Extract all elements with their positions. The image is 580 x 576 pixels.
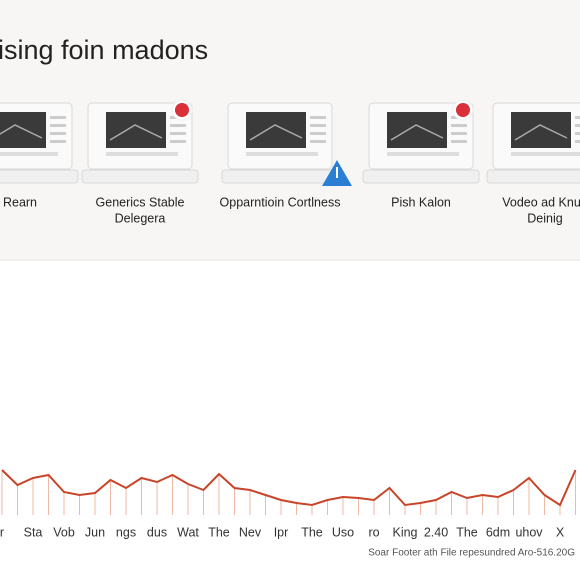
card-bar <box>106 152 178 156</box>
card-line <box>310 124 326 127</box>
card-line <box>310 132 326 135</box>
card-label: Generics Stable <box>96 195 185 209</box>
card-label: Deinig <box>527 211 562 225</box>
card-line <box>310 140 326 143</box>
card-base <box>221 169 339 184</box>
card-screen <box>387 112 447 148</box>
card-bar <box>387 152 459 156</box>
card-screen <box>106 112 166 148</box>
footer: Soar Footer ath File repesundred Aro-516… <box>368 548 575 559</box>
card-icon <box>514 124 568 141</box>
card-bar <box>246 152 318 156</box>
card-base <box>362 169 480 184</box>
card-line <box>575 116 580 119</box>
x-tick-label: King <box>392 525 417 539</box>
card-line <box>575 140 580 143</box>
card-label: Pish Kalon <box>391 195 451 209</box>
x-tick-label: ro <box>368 525 379 539</box>
card-icon <box>390 124 444 141</box>
card-label: Vodeo ad Knue <box>502 195 580 209</box>
card-bar <box>0 152 58 156</box>
x-tick-label: dus <box>147 525 167 539</box>
card-line <box>50 124 66 127</box>
page-title: ising foin madons <box>0 35 208 65</box>
x-tick-label: uhov <box>515 525 543 539</box>
card-base <box>81 169 199 184</box>
warning-mark <box>336 167 338 178</box>
card-line <box>451 132 467 135</box>
x-tick-label: The <box>208 525 230 539</box>
card-icon <box>249 124 303 141</box>
x-tick-label: Nev <box>239 525 262 539</box>
card-label: Opparntioin Cortlness <box>220 195 341 209</box>
card-line <box>50 132 66 135</box>
badge-dot <box>175 103 189 117</box>
card-line <box>575 132 580 135</box>
card-line <box>310 116 326 119</box>
card-screen <box>246 112 306 148</box>
card-line <box>50 140 66 143</box>
card-label: Delegera <box>115 211 166 225</box>
x-tick-label: 2.40 <box>424 525 448 539</box>
x-tick-label: Jun <box>85 525 105 539</box>
x-tick-label: Sta <box>24 525 43 539</box>
x-tick-label: ngs <box>116 525 136 539</box>
card-screen <box>511 112 571 148</box>
x-tick-label: 6dm <box>486 525 510 539</box>
x-tick-label: X <box>556 525 565 539</box>
x-tick-label: The <box>456 525 478 539</box>
card-line <box>170 140 186 143</box>
card-icon <box>0 124 43 139</box>
x-tick-label: Wat <box>177 525 199 539</box>
badge-dot <box>456 103 470 117</box>
x-tick-label: Vob <box>53 525 75 539</box>
x-tick-label: The <box>301 525 323 539</box>
card-base <box>486 169 580 184</box>
card-line <box>451 140 467 143</box>
x-tick-label: Uso <box>332 525 354 539</box>
x-tick-label: r <box>0 525 4 539</box>
card-base <box>0 169 79 184</box>
card-line <box>170 124 186 127</box>
card-line <box>170 132 186 135</box>
x-tick-label: Ipr <box>274 525 289 539</box>
card-bar <box>511 152 580 156</box>
card-label: Rearn <box>3 195 37 209</box>
card-line <box>451 124 467 127</box>
line <box>1 469 577 507</box>
card-line <box>575 124 580 127</box>
card-icon <box>109 124 163 141</box>
card-line <box>50 116 66 119</box>
